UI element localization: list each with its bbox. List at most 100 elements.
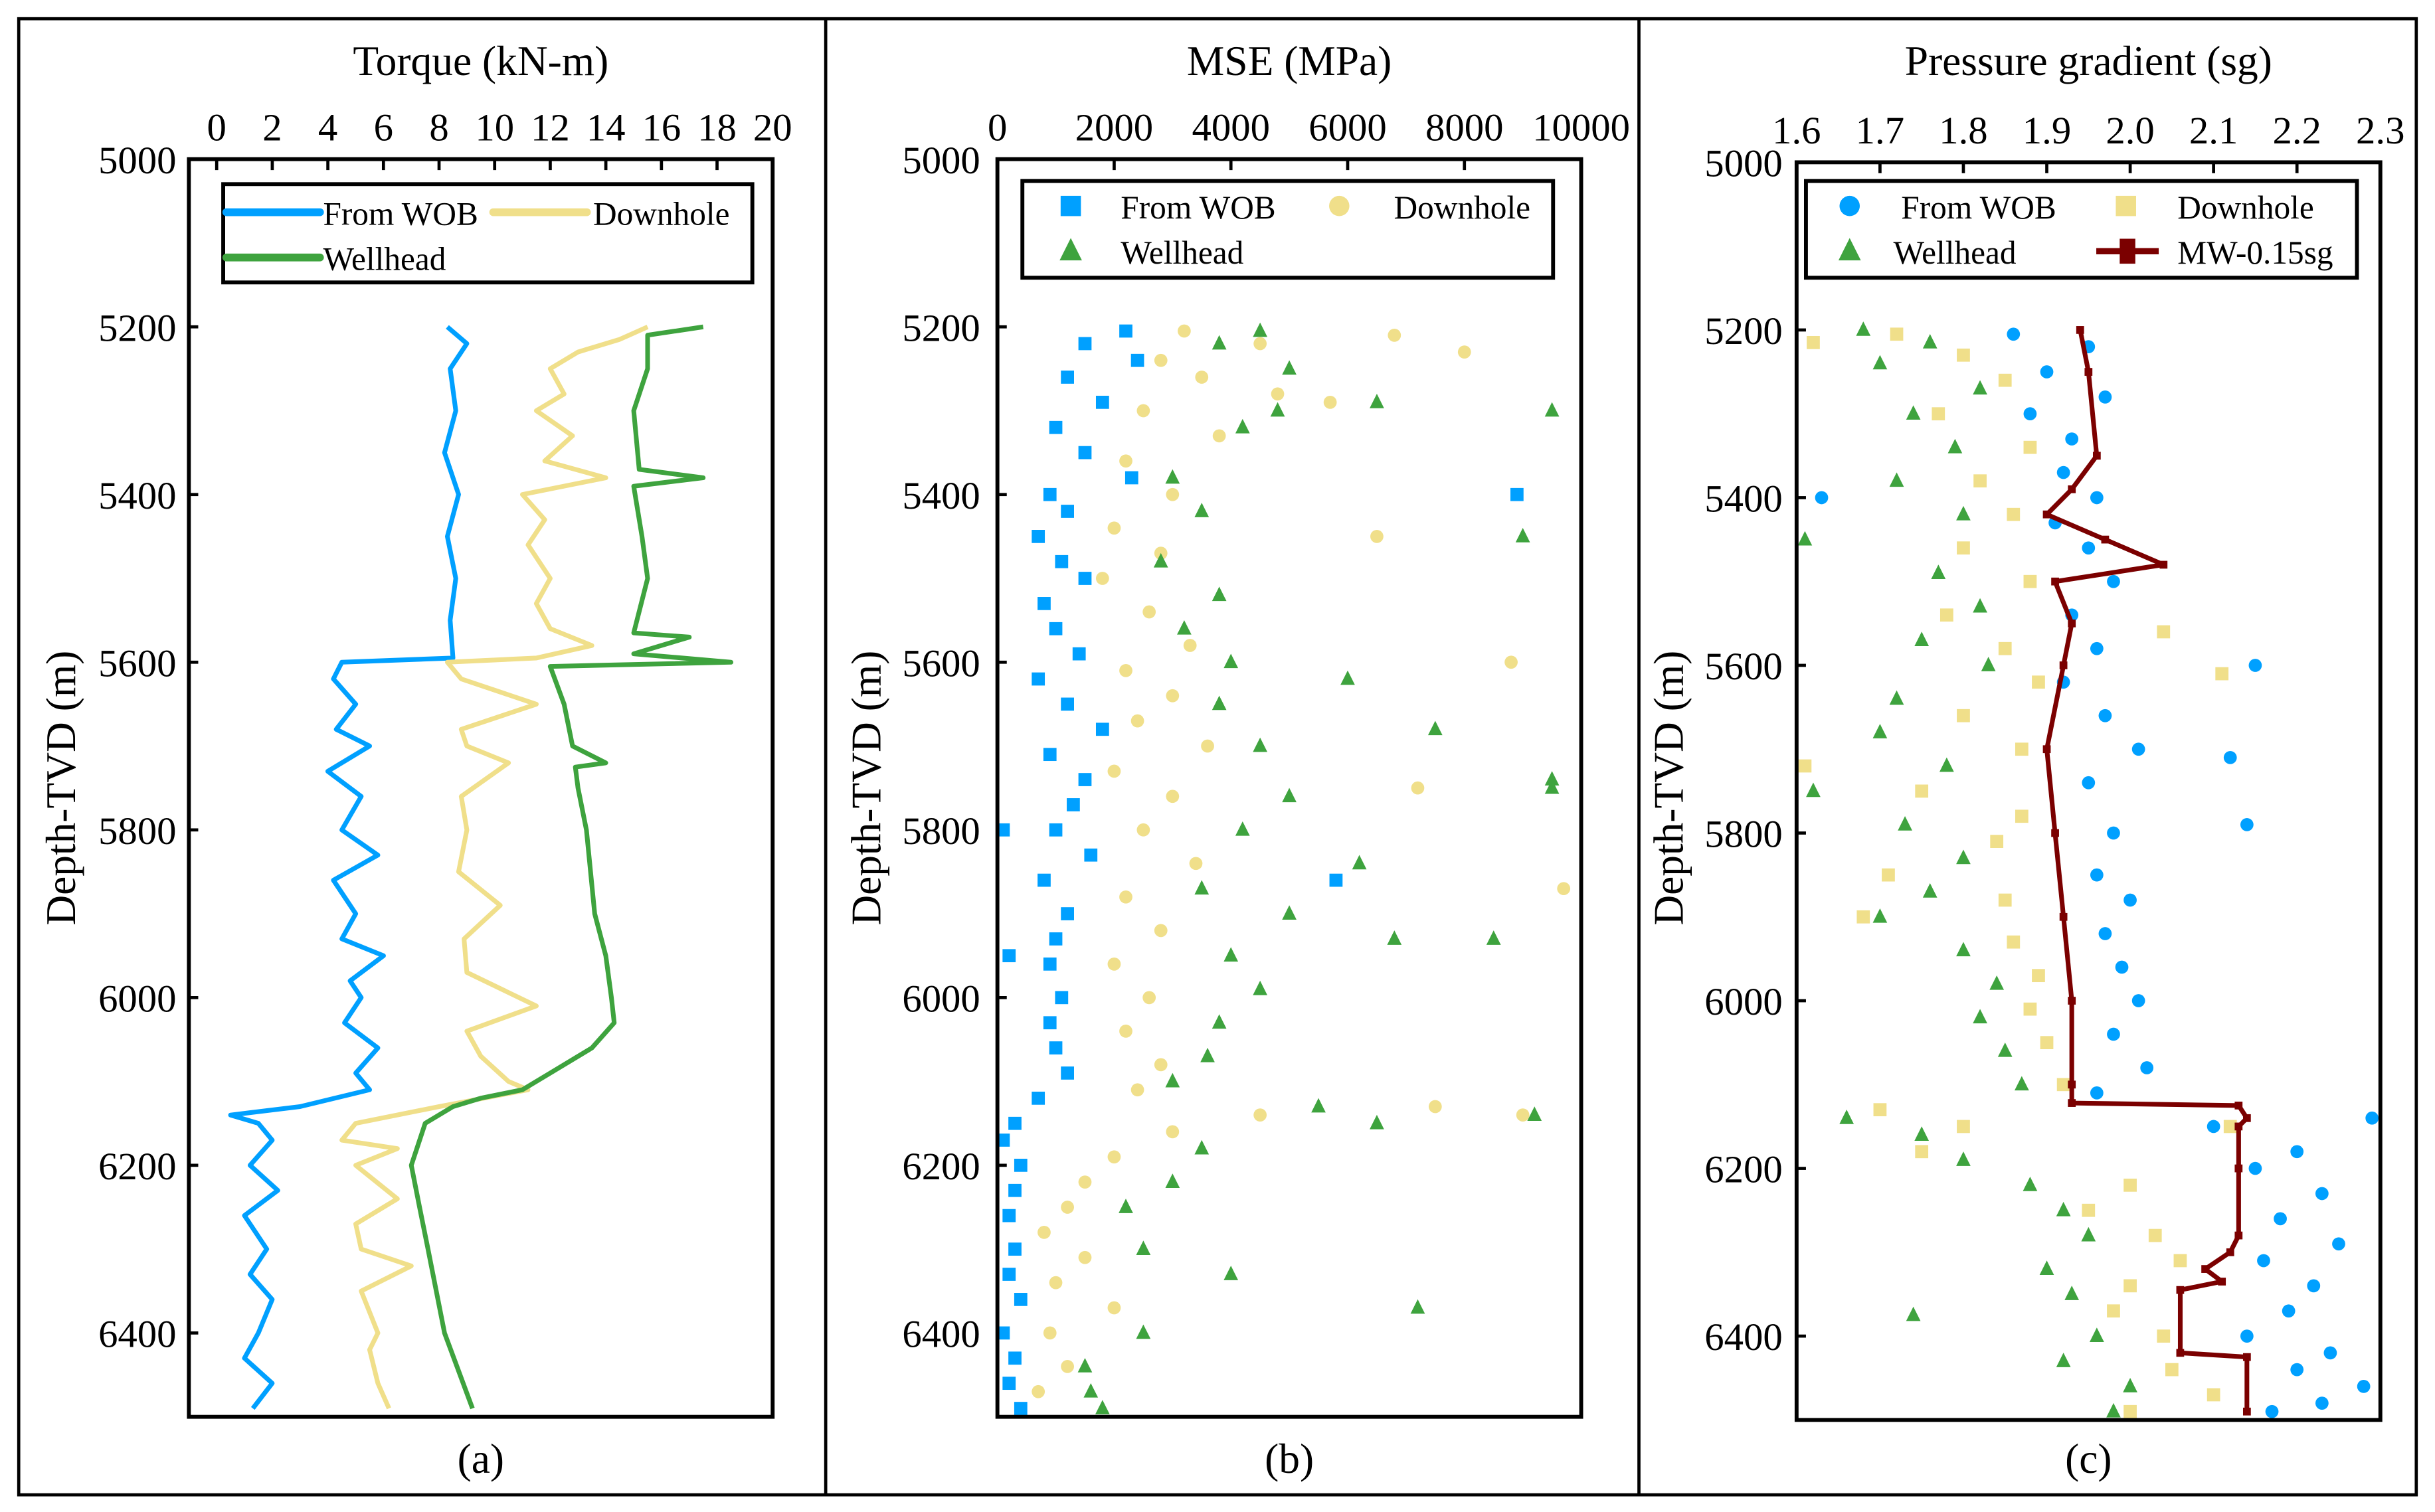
square-marker bbox=[996, 1326, 1010, 1340]
triangle-marker bbox=[1939, 757, 1954, 772]
x-tick-label: 4000 bbox=[1192, 106, 1269, 149]
circle-marker bbox=[1078, 1250, 1092, 1264]
circle-marker bbox=[2107, 826, 2120, 840]
square-marker bbox=[2157, 1329, 2171, 1343]
circle-marker bbox=[2090, 641, 2104, 655]
square-marker bbox=[1130, 353, 1144, 367]
circle-marker bbox=[2248, 1161, 2262, 1175]
square-marker bbox=[1055, 991, 1069, 1005]
triangle-marker bbox=[1083, 1383, 1099, 1398]
square-marker bbox=[1049, 932, 1063, 946]
circle-marker bbox=[2090, 1086, 2104, 1100]
circle-marker bbox=[2240, 818, 2254, 831]
square-marker bbox=[2068, 1099, 2076, 1107]
triangle-marker bbox=[2064, 1286, 2080, 1300]
triangle-marker bbox=[1956, 1151, 1971, 1166]
square-marker bbox=[1973, 474, 1987, 488]
square-marker bbox=[1510, 487, 1524, 501]
circle-marker bbox=[2274, 1212, 2287, 1226]
square-marker bbox=[1957, 541, 1970, 555]
panel-a: Torque (kN-m) Depth-TVD (m) (a) 0 2 4 6 8 10 12 14… bbox=[37, 37, 792, 1482]
circle-marker bbox=[2290, 1145, 2304, 1159]
triangle-marker bbox=[1194, 1139, 1210, 1155]
square-marker bbox=[1078, 572, 1092, 585]
square-marker bbox=[2007, 507, 2021, 521]
plot-area bbox=[996, 322, 1571, 1415]
square-marker bbox=[1061, 1066, 1074, 1080]
square-marker bbox=[1119, 324, 1132, 338]
series-line-from-wob bbox=[228, 325, 470, 1410]
square-marker bbox=[2092, 452, 2101, 460]
y-axis-label: Depth-TVD (m) bbox=[37, 651, 84, 926]
triangle-marker bbox=[2023, 1176, 2038, 1191]
square-marker bbox=[2116, 195, 2136, 216]
x-tick-label: 2.3 bbox=[2356, 109, 2404, 152]
square-marker bbox=[1957, 709, 1970, 722]
triangle-marker bbox=[1165, 469, 1180, 484]
square-marker bbox=[996, 1134, 1010, 1147]
square-marker bbox=[1915, 784, 1929, 798]
triangle-marker bbox=[1200, 1047, 1215, 1062]
square-marker bbox=[2148, 1228, 2162, 1242]
y-tick-label: 5200 bbox=[98, 306, 176, 349]
triangle-marker bbox=[1997, 1042, 2013, 1057]
triangle-marker bbox=[1806, 782, 1821, 798]
square-marker bbox=[2051, 577, 2059, 586]
triangle-marker bbox=[1973, 380, 1987, 395]
square-marker bbox=[2007, 935, 2021, 949]
triangle-marker bbox=[1235, 821, 1250, 836]
triangle-marker bbox=[1370, 1114, 1384, 1130]
triangle-marker bbox=[1956, 942, 1971, 957]
triangle-marker bbox=[1973, 1009, 1987, 1024]
triangle-marker bbox=[1427, 720, 1443, 736]
legend-label: Downhole bbox=[593, 195, 730, 232]
circle-marker bbox=[2240, 1329, 2254, 1343]
triangle-marker bbox=[1136, 1240, 1151, 1256]
triangle-marker bbox=[1253, 322, 1268, 337]
circle-marker bbox=[2131, 742, 2145, 756]
axes-box bbox=[187, 157, 775, 1419]
legend-label: MW-0.15sg bbox=[2177, 234, 2333, 271]
square-marker bbox=[2059, 912, 2068, 921]
circle-marker bbox=[2107, 574, 2120, 588]
circle-marker bbox=[1119, 664, 1132, 677]
triangle-marker bbox=[1165, 1072, 1180, 1088]
circle-marker bbox=[1457, 345, 1471, 359]
triangle-marker bbox=[1544, 402, 1560, 417]
triangle-marker bbox=[1282, 788, 1297, 803]
square-marker bbox=[1008, 1351, 1022, 1365]
circle-marker bbox=[1557, 882, 1571, 896]
square-marker bbox=[2207, 1388, 2220, 1402]
triangle-marker bbox=[1898, 816, 1912, 831]
square-marker bbox=[2015, 742, 2029, 756]
y-tick-label: 5800 bbox=[98, 809, 176, 853]
x-tick-label: 4 bbox=[318, 106, 337, 149]
circle-marker bbox=[1329, 195, 1350, 216]
circle-marker bbox=[2248, 659, 2262, 672]
circle-marker bbox=[1154, 924, 1168, 938]
square-marker bbox=[1957, 1120, 1970, 1134]
circle-marker bbox=[2282, 1304, 2296, 1318]
circle-marker bbox=[1032, 1385, 1045, 1398]
y-tick-label: 6000 bbox=[1704, 980, 1782, 1023]
square-marker bbox=[2159, 560, 2168, 569]
triangle-marker bbox=[1165, 1173, 1180, 1188]
square-marker bbox=[1037, 597, 1051, 610]
circle-marker bbox=[2007, 327, 2021, 341]
circle-marker bbox=[1130, 1083, 1144, 1097]
y-tick-label: 5400 bbox=[1704, 477, 1782, 521]
panel-b: MSE (MPa) Depth-TVD (m) (b) 0 2000 4000 6000 80… bbox=[842, 37, 1630, 1482]
y-tick-label: 6400 bbox=[902, 1313, 980, 1356]
circle-marker bbox=[1107, 764, 1121, 778]
square-marker bbox=[2023, 1002, 2037, 1016]
triangle-marker bbox=[1253, 980, 1268, 995]
triangle-marker bbox=[1177, 620, 1192, 635]
x-tick-label: 20 bbox=[753, 106, 792, 149]
figure-border bbox=[17, 17, 2418, 1497]
x-tick-label: 12 bbox=[531, 106, 570, 149]
panel-caption: (a) bbox=[458, 1435, 504, 1482]
square-marker bbox=[2068, 1080, 2076, 1089]
x-tick-label: 2 bbox=[262, 106, 282, 149]
square-marker bbox=[1915, 1145, 1929, 1159]
triangle-marker bbox=[1077, 1358, 1093, 1373]
